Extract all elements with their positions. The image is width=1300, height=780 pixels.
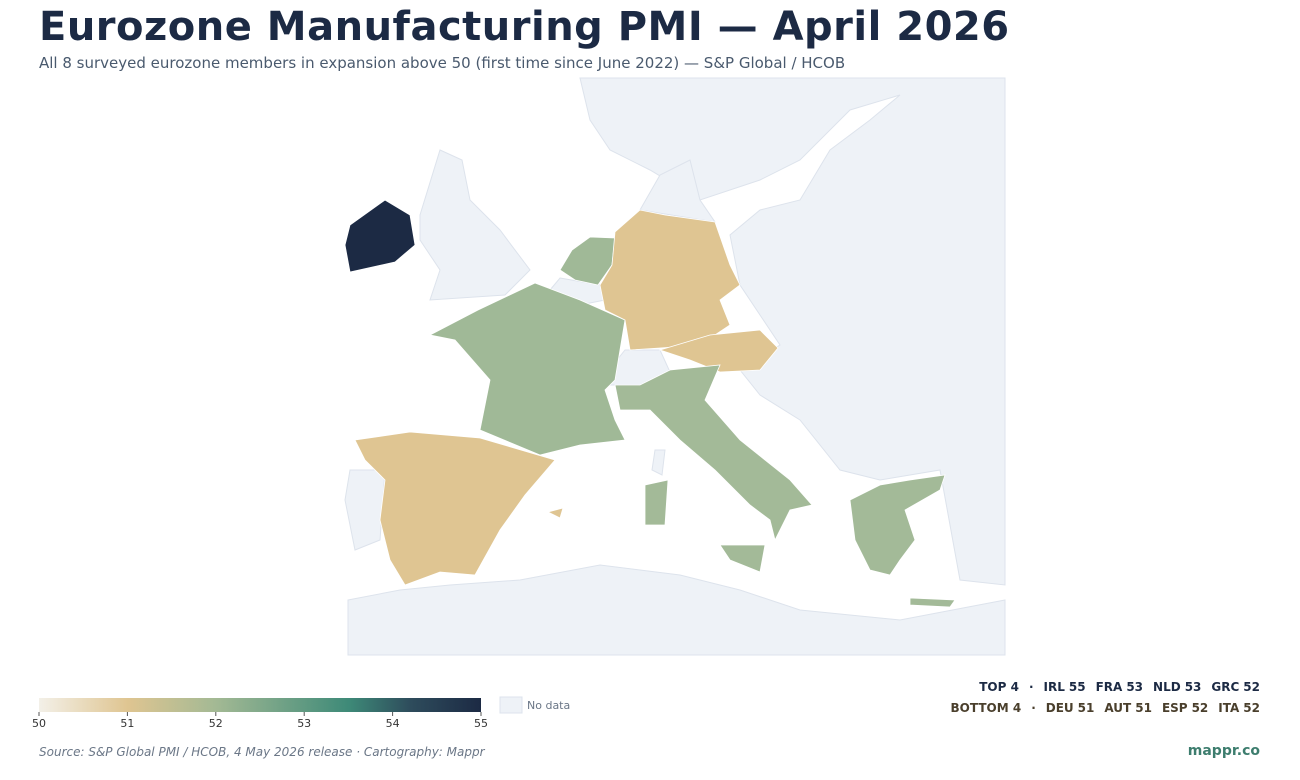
country [658, 329, 779, 373]
country [719, 544, 766, 573]
ranking-item: NLD 53 [1153, 680, 1201, 694]
subtitle: All 8 surveyed eurozone members in expan… [39, 54, 846, 72]
country [428, 282, 626, 456]
colorbar-tick-label: 51 [120, 717, 134, 730]
colorbar-tick-label: 53 [297, 717, 311, 730]
country-value: 52 [1243, 701, 1260, 715]
ranking-item: AUT 51 [1104, 701, 1152, 715]
country-code: AUT [1104, 701, 1132, 715]
ranking-item: IRL 55 [1044, 680, 1086, 694]
country [344, 199, 416, 273]
country-code: DEU [1045, 701, 1074, 715]
country [849, 474, 946, 576]
land [651, 449, 666, 476]
country-code: ESP [1161, 701, 1188, 715]
country-value: 51 [1077, 701, 1095, 715]
ranking-item: GRC 52 [1211, 680, 1260, 694]
colorbar-tick-label: 52 [209, 717, 223, 730]
country [909, 597, 956, 608]
country-code: FRA [1095, 680, 1123, 694]
no-data-label: No data [527, 699, 570, 712]
separator: · [1031, 701, 1036, 715]
colorbar-tick-label: 54 [386, 717, 400, 730]
source: Source: S&P Global PMI / HCOB, 4 May 202… [39, 745, 485, 759]
country-value: 53 [1126, 680, 1144, 694]
base-land [344, 77, 1006, 656]
land [419, 149, 531, 301]
colorbar [39, 698, 481, 712]
bottom-ranking: BOTTOM 4 · DEU 51 AUT 51 ESP 52 ITA 52 [951, 701, 1260, 715]
country [354, 431, 556, 586]
country-code: GRC [1211, 680, 1240, 694]
colorbar-tick-label: 50 [32, 717, 46, 730]
country [614, 364, 813, 542]
country-value: 52 [1191, 701, 1209, 715]
country [546, 507, 564, 519]
brand: mappr.co [1187, 743, 1260, 759]
country-value: 55 [1068, 680, 1086, 694]
land [347, 564, 1006, 656]
country-value: 53 [1184, 680, 1202, 694]
ranking-label: TOP 4 [979, 680, 1019, 694]
country [644, 479, 669, 526]
top-ranking: TOP 4 · IRL 55 FRA 53 NLD 53 GRC 52 [979, 680, 1260, 694]
land [579, 77, 1006, 586]
ranking-item: FRA 53 [1096, 680, 1143, 694]
country-code: ITA [1218, 701, 1240, 715]
country [559, 236, 616, 286]
country-value: 51 [1135, 701, 1152, 715]
ranking-item: DEU 51 [1046, 701, 1095, 715]
land [344, 469, 386, 551]
colorbar-tick-label: 55 [474, 717, 488, 730]
country-code: NLD [1153, 680, 1181, 694]
ranking-item: ESP 52 [1162, 701, 1208, 715]
country-code: IRL [1043, 680, 1065, 694]
no-data-swatch [499, 696, 523, 714]
title: Eurozone Manufacturing PMI — April 2026 [39, 4, 1010, 50]
ranking-item: ITA 52 [1218, 701, 1260, 715]
separator: · [1028, 680, 1034, 694]
country-value: 52 [1243, 680, 1260, 694]
ranking-label: BOTTOM 4 [950, 701, 1022, 715]
